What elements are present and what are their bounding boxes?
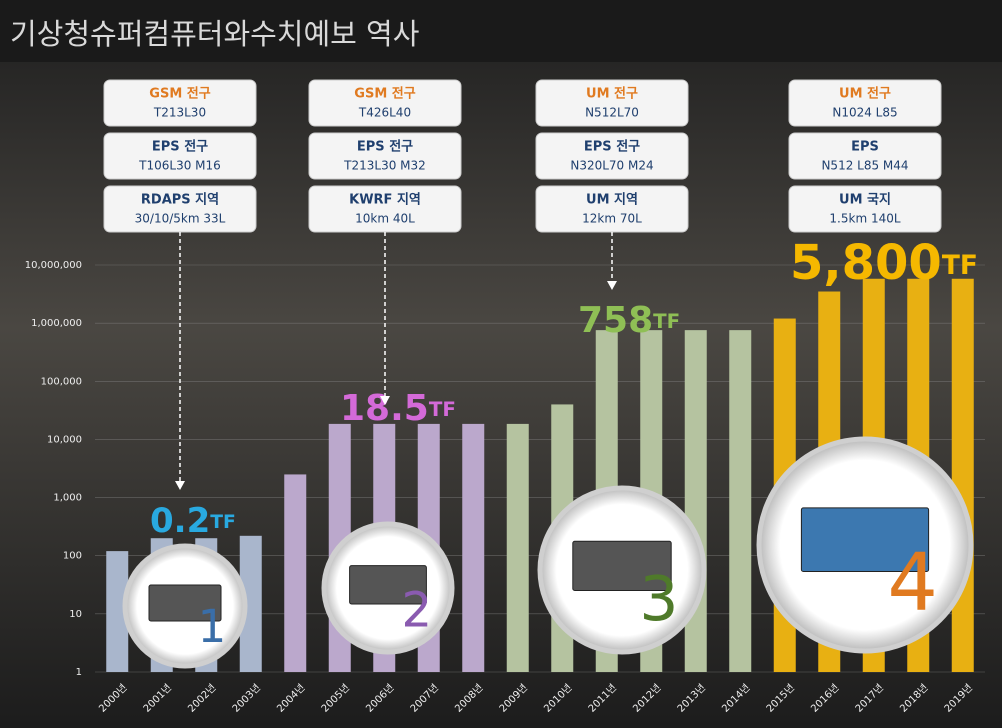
model-name: RDAPS 지역 (141, 192, 219, 208)
model-spec: N512L70 (585, 106, 639, 120)
model-name: GSM 전구 (149, 86, 210, 102)
model-name: UM 전구 (586, 86, 638, 102)
bar (239, 535, 262, 672)
model-box (308, 132, 462, 180)
model-name: EPS 전구 (584, 139, 640, 155)
annotation: 758TF (578, 300, 680, 341)
model-spec: T426L40 (358, 106, 411, 120)
badge-number: 3 (639, 563, 678, 635)
annotation-value: 0.2 (150, 501, 210, 541)
machine-image (148, 584, 222, 622)
model-spec: N1024 L85 (832, 106, 897, 120)
y-tick-label: 1 (76, 667, 82, 678)
model-box (788, 132, 942, 180)
y-tick-label: 10 (69, 609, 82, 620)
y-tick-label: 100 (63, 551, 82, 562)
y-tick-label: 10,000 (47, 434, 82, 445)
model-name: EPS 전구 (152, 139, 208, 155)
machine-image (572, 540, 672, 591)
annotation-unit: TF (429, 398, 456, 421)
model-name: UM 지역 (586, 192, 638, 208)
model-name: UM 전구 (839, 86, 891, 102)
badge-number: 1 (198, 600, 227, 653)
annotation: 5,800TF (790, 235, 978, 291)
model-spec: T106L30 M16 (138, 159, 221, 173)
chart-title: 기상청슈퍼컴퓨터와수치예보 역사 (10, 17, 419, 51)
model-box (788, 185, 942, 233)
model-name: EPS (851, 140, 879, 155)
bar (506, 423, 529, 672)
arrow-head (175, 481, 185, 490)
annotation-unit: TF (942, 250, 978, 281)
bar (106, 551, 129, 672)
annotation: 18.5TF (340, 388, 456, 429)
annotation-unit: TF (653, 310, 680, 333)
model-spec: T213L30 M32 (343, 159, 426, 173)
y-tick-label: 1,000,000 (31, 318, 82, 329)
model-spec: 30/10/5km 33L (135, 212, 226, 226)
model-spec: 12km 70L (582, 212, 642, 226)
y-tick-label: 1,000 (53, 493, 82, 504)
bar (462, 423, 485, 672)
machine-image (800, 507, 930, 572)
arrow-head (380, 396, 390, 405)
y-tick-label: 10,000,000 (25, 260, 82, 271)
model-spec: N320L70 M24 (570, 159, 653, 173)
annotation-value: 5,800 (790, 235, 942, 291)
annotation: 0.2TF (150, 501, 236, 541)
model-spec: 10km 40L (355, 212, 415, 226)
y-tick-label: 100,000 (41, 376, 82, 387)
model-name: EPS 전구 (357, 139, 413, 155)
bar (951, 278, 974, 672)
badge-number: 2 (402, 583, 433, 639)
arrow-head (607, 281, 617, 290)
title-bar (0, 0, 1002, 62)
model-box (788, 79, 942, 127)
model-box (103, 132, 257, 180)
annotation-value: 758 (578, 300, 653, 341)
badge-number: 4 (887, 535, 938, 628)
model-box (103, 79, 257, 127)
model-spec: T213L30 (153, 106, 206, 120)
model-name: UM 국지 (839, 193, 891, 208)
machine-image (349, 565, 427, 605)
model-box (535, 79, 689, 127)
bar (284, 474, 307, 672)
model-spec: 1.5km 140L (829, 212, 900, 226)
model-name: GSM 전구 (354, 86, 415, 102)
model-spec: N512 L85 M44 (821, 159, 908, 173)
bar (729, 330, 752, 672)
model-name: KWRF 지역 (349, 192, 421, 208)
annotation-unit: TF (210, 512, 236, 533)
model-box (535, 132, 689, 180)
model-box (308, 79, 462, 127)
